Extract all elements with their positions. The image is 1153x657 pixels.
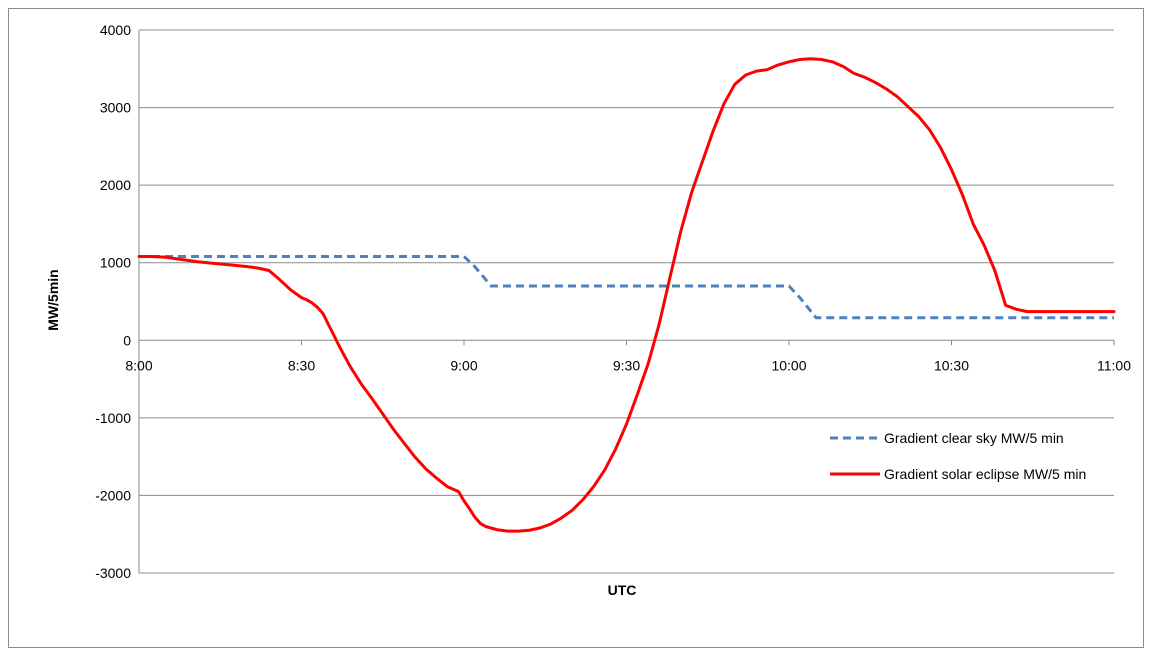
series-line-clear-sky: [139, 255, 1114, 320]
x-tick-label: 8:00: [125, 357, 152, 373]
legend-label-clear-sky: Gradient clear sky MW/5 min: [884, 430, 1064, 446]
x-tick-label: 9:30: [613, 357, 640, 373]
x-tick-label: 9:00: [450, 357, 477, 373]
y-tick-label: -2000: [95, 487, 131, 503]
y-tick-label: -3000: [95, 565, 131, 581]
x-tick-label: 8:30: [288, 357, 315, 373]
y-tick-label: 3000: [100, 100, 131, 116]
y-tick-label: 0: [123, 332, 131, 348]
x-tick-labels: 8:00 8:30 9:00 9:30 10:00 10:30 11:00: [125, 357, 1131, 373]
legend-label-solar-eclipse: Gradient solar eclipse MW/5 min: [884, 466, 1086, 482]
y-tick-label: 2000: [100, 177, 131, 193]
x-axis-title: UTC: [608, 582, 637, 598]
y-tick-label: 1000: [100, 255, 131, 271]
gridlines: [138, 29, 1115, 574]
series-line-solar-eclipse: [137, 57, 1116, 533]
legend: Gradient clear sky MW/5 min Gradient sol…: [830, 430, 1086, 482]
x-tick-label: 11:00: [1097, 357, 1131, 373]
series-lines: [137, 57, 1116, 533]
y-tick-label: -1000: [95, 410, 131, 426]
chart-frame: [8, 8, 1144, 648]
x-tick-label: 10:00: [771, 357, 806, 373]
x-tick-label: 10:30: [934, 357, 969, 373]
y-tick-labels: 4000 3000 2000 1000 0 -1000 -2000 -3000: [95, 22, 131, 581]
y-tick-label: 4000: [100, 22, 131, 38]
y-axis-title: MW/5min: [45, 269, 61, 330]
